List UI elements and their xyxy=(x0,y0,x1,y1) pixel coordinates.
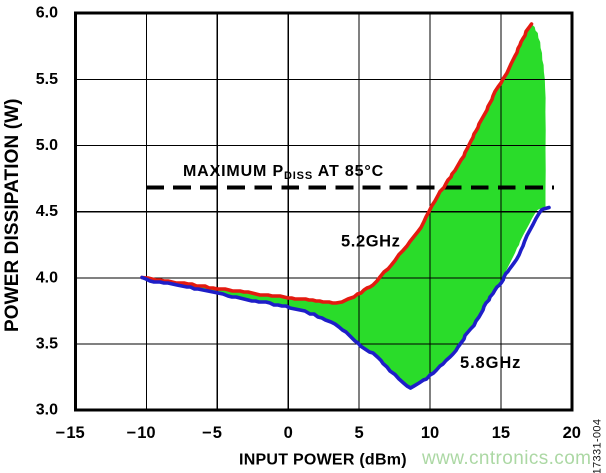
svg-text:15: 15 xyxy=(66,424,84,442)
svg-text:−: − xyxy=(202,424,212,442)
svg-text:15: 15 xyxy=(492,424,510,442)
svg-text:MAXIMUM PDISS AT 85°C: MAXIMUM PDISS AT 85°C xyxy=(183,163,384,182)
svg-text:17331-004: 17331-004 xyxy=(592,419,604,473)
svg-text:www.cntronics.com: www.cntronics.com xyxy=(421,448,591,469)
svg-text:INPUT POWER (dBm): INPUT POWER (dBm) xyxy=(239,452,407,469)
svg-text:−: − xyxy=(56,424,66,442)
svg-text:3.0: 3.0 xyxy=(36,402,58,419)
svg-text:−: − xyxy=(127,424,137,442)
svg-text:5.0: 5.0 xyxy=(36,137,58,154)
svg-text:POWER DISSIPATION (W): POWER DISSIPATION (W) xyxy=(2,98,23,332)
svg-text:10: 10 xyxy=(421,424,439,442)
svg-text:3.5: 3.5 xyxy=(36,335,58,352)
svg-text:5: 5 xyxy=(355,424,364,442)
svg-text:20: 20 xyxy=(563,424,581,442)
svg-text:5.5: 5.5 xyxy=(36,71,58,88)
svg-text:6.0: 6.0 xyxy=(36,5,58,22)
svg-text:5.2GHz: 5.2GHz xyxy=(341,233,401,251)
svg-text:0: 0 xyxy=(284,424,293,442)
svg-text:5.8GHz: 5.8GHz xyxy=(460,354,521,372)
svg-text:10: 10 xyxy=(137,424,155,442)
svg-text:4.5: 4.5 xyxy=(36,203,58,220)
svg-text:4.0: 4.0 xyxy=(36,269,58,286)
svg-text:5: 5 xyxy=(213,424,222,442)
